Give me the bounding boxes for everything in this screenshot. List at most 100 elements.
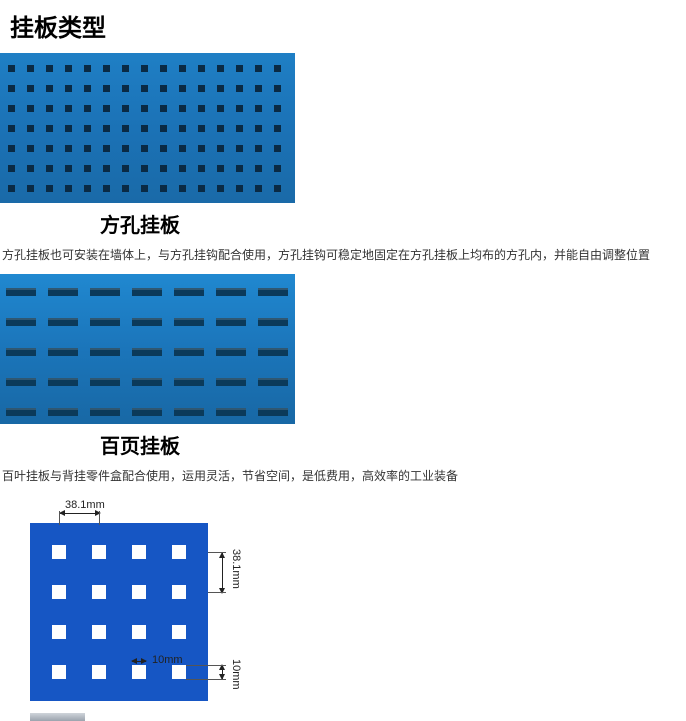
louvre-slot [6,318,36,326]
square-hole [179,145,186,152]
square-hole [8,145,15,152]
square-hole [8,105,15,112]
square-hole [65,125,72,132]
square-hole [84,85,91,92]
square-hole [198,125,205,132]
diagram-hole [52,665,66,679]
louvre-slot [48,348,78,356]
square-hole [122,65,129,72]
louvre-slot [216,348,246,356]
louvre-slot [6,378,36,386]
square-hole [103,165,110,172]
square-hole [46,145,53,152]
square-hole [160,105,167,112]
square-hole [103,65,110,72]
dim-label-hole-height: 10mm [230,659,242,690]
square-hole [255,185,262,192]
square-hole [122,145,129,152]
louvre-slot [132,408,162,416]
square-hole [274,185,281,192]
square-hole [160,145,167,152]
square-board-subtitle: 方孔挂板 [0,203,686,244]
louvre-slot [174,318,204,326]
square-hole [46,85,53,92]
square-hole [103,85,110,92]
square-hole [84,125,91,132]
square-hole [27,185,34,192]
louvre-slot [90,378,120,386]
diagram-hole [132,545,146,559]
square-hole [27,145,34,152]
square-hole [46,185,53,192]
louvre-slot [6,288,36,296]
square-hole [274,125,281,132]
square-hole [236,185,243,192]
square-hole [236,85,243,92]
louvre-slot [132,378,162,386]
diagram-hole [52,585,66,599]
page-title: 挂板类型 [0,0,686,53]
louvre-slot [6,408,36,416]
square-hole [255,145,262,152]
square-hole [179,165,186,172]
square-hole [217,85,224,92]
square-hole [84,65,91,72]
square-hole [198,65,205,72]
square-hole [84,105,91,112]
square-hole [141,165,148,172]
ext-line [186,665,226,666]
square-hole [160,185,167,192]
square-hole [27,125,34,132]
square-hole [46,125,53,132]
square-hole [8,65,15,72]
louvre-slot [6,348,36,356]
square-hole [217,125,224,132]
square-hole [46,165,53,172]
ext-line [59,511,60,525]
dimension-diagram: 38.1mm 38.1mm 10mm 10mm [30,501,310,711]
louvre-slot [174,348,204,356]
square-hole [274,165,281,172]
cropped-image-strip [30,713,85,721]
square-hole [198,105,205,112]
square-hole [160,65,167,72]
square-hole [27,165,34,172]
square-hole [236,165,243,172]
square-hole [84,145,91,152]
louvre-slot [258,348,288,356]
square-hole [122,185,129,192]
square-hole [27,105,34,112]
square-hole [84,185,91,192]
louvre-slot [174,378,204,386]
louvre-slot [174,288,204,296]
diagram-hole [132,625,146,639]
louvre-slot [48,378,78,386]
square-hole [8,165,15,172]
louvre-slot [216,288,246,296]
louvre-slot [90,288,120,296]
dim-label-pitch-vertical: 38.1mm [230,549,242,589]
louvre-slot [174,408,204,416]
square-hole [103,185,110,192]
square-hole [141,85,148,92]
louvre-slot [132,288,162,296]
square-hole [236,145,243,152]
square-hole [141,125,148,132]
square-hole [255,85,262,92]
diagram-hole [172,625,186,639]
square-hole [65,185,72,192]
louvre-slot [216,378,246,386]
square-hole [65,85,72,92]
square-hole [274,85,281,92]
louvre-slot [90,318,120,326]
diagram-hole [52,545,66,559]
diagram-hole [132,585,146,599]
square-hole [255,65,262,72]
square-hole [65,105,72,112]
square-hole [274,105,281,112]
square-hole [27,65,34,72]
louvre-slot [48,408,78,416]
diagram-hole [172,585,186,599]
diagram-hole [172,545,186,559]
square-hole [103,145,110,152]
